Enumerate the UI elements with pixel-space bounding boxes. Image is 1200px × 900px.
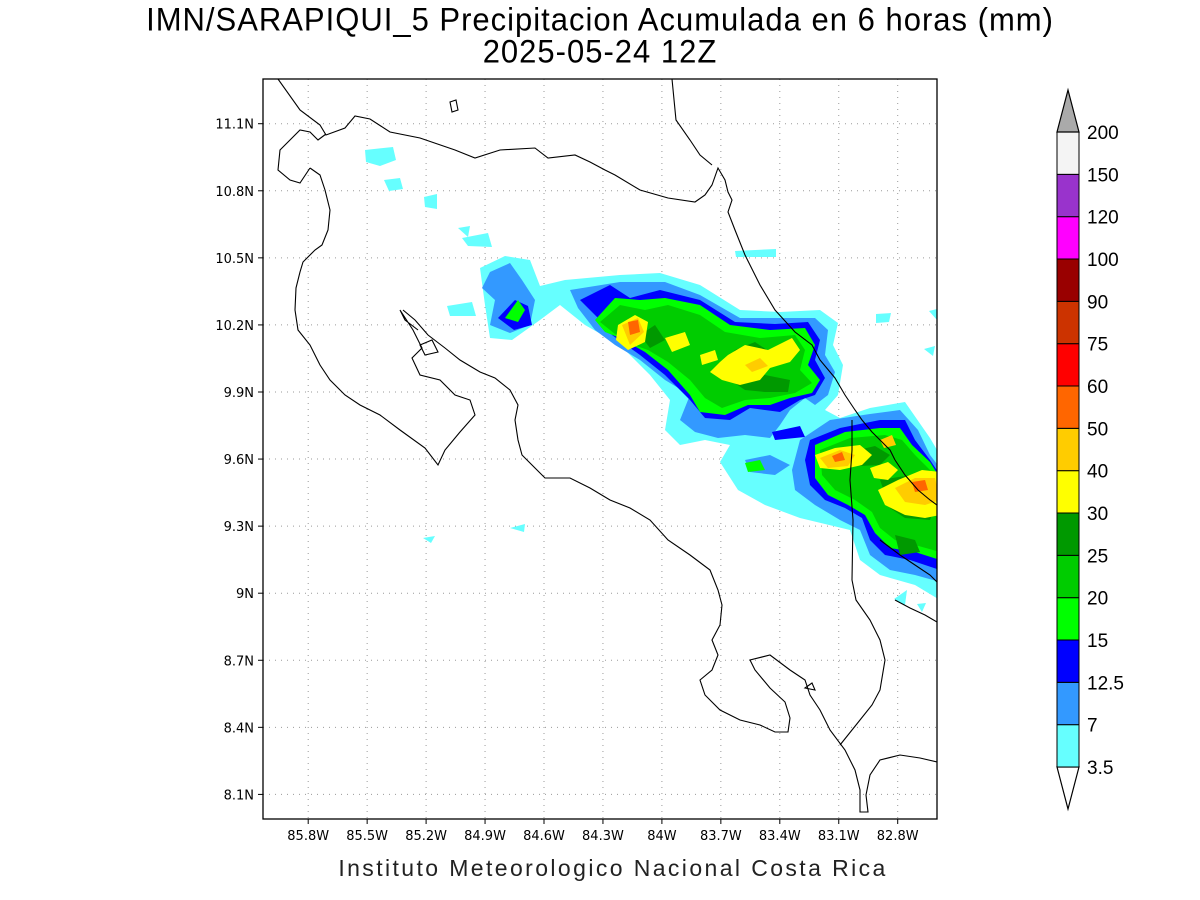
lon-tick-label: 83.7W bbox=[700, 829, 742, 844]
colorbar-label: 7 bbox=[1087, 716, 1098, 737]
colorbar-swatch bbox=[1056, 681, 1080, 726]
lon-tick-label: 85.5W bbox=[346, 829, 388, 844]
colorbar-label: 12.5 bbox=[1087, 673, 1124, 694]
lat-tick-label: 9.3N bbox=[224, 520, 254, 535]
colorbar-label: 20 bbox=[1087, 589, 1108, 610]
lon-tick-label: 84.6W bbox=[523, 829, 565, 844]
lon-tick-label: 82.8W bbox=[877, 829, 919, 844]
map-valid-time: 2025-05-24 12Z bbox=[482, 33, 718, 70]
colorbar-swatch bbox=[1056, 639, 1080, 683]
colorbar-label: 50 bbox=[1087, 419, 1108, 440]
coastlines-and-borders bbox=[277, 79, 937, 813]
lat-tick-label: 9.6N bbox=[224, 453, 254, 468]
colorbar-swatch bbox=[1056, 258, 1080, 302]
lon-tick-label: 84.3W bbox=[582, 829, 624, 844]
lat-tick-label: 9N bbox=[236, 587, 254, 602]
map-title: IMN/SARAPIQUI_5 Precipitacion Acumulada … bbox=[146, 1, 1054, 38]
colorbar-swatch bbox=[1056, 343, 1080, 387]
lat-tick-label: 8.4N bbox=[224, 721, 254, 736]
colorbar-swatch bbox=[1056, 470, 1080, 514]
colorbar-label: 100 bbox=[1087, 250, 1119, 271]
lat-tick-label: 11.1N bbox=[215, 118, 254, 133]
colorbar-under-triangle bbox=[1056, 766, 1080, 812]
axis-ticks: 11.1N 10.8N 10.5N 10.2N 9.9N 9.6N 9.3N 9N 8.7N 8.… bbox=[215, 118, 918, 844]
lat-tick-label: 9.9N bbox=[224, 386, 254, 401]
lat-tick-label: 10.5N bbox=[215, 252, 254, 267]
colorbar-swatch bbox=[1056, 724, 1080, 768]
colorbar-swatch bbox=[1056, 300, 1080, 345]
colorbar-swatch bbox=[1056, 512, 1080, 556]
colorbar-swatch bbox=[1056, 554, 1080, 599]
lat-tick-label: 10.2N bbox=[215, 319, 254, 334]
colorbar-label: 120 bbox=[1087, 208, 1119, 229]
colorbar-label: 90 bbox=[1087, 292, 1108, 313]
map-frame bbox=[262, 78, 938, 820]
lon-tick-label: 83.4W bbox=[759, 829, 801, 844]
colorbar-swatch bbox=[1056, 131, 1080, 175]
colorbar-label: 150 bbox=[1087, 165, 1119, 186]
colorbar-label: 75 bbox=[1087, 335, 1108, 356]
footer-credit: Instituto Meteorologico Nacional Costa R… bbox=[338, 855, 888, 881]
colorbar-swatch bbox=[1056, 173, 1080, 218]
colorbar-swatch bbox=[1056, 597, 1080, 641]
colorbar-swatch bbox=[1056, 385, 1080, 429]
colorbar-swatch bbox=[1056, 427, 1080, 472]
lon-tick-label: 85.8W bbox=[287, 829, 329, 844]
colorbar-label: 60 bbox=[1087, 377, 1108, 398]
colorbar-label: 200 bbox=[1087, 123, 1119, 144]
lon-tick-label: 83.1W bbox=[818, 829, 860, 844]
lon-tick-label: 84.9W bbox=[464, 829, 506, 844]
lat-tick-label: 8.7N bbox=[224, 654, 254, 669]
colorbar-label: 25 bbox=[1087, 546, 1108, 567]
colorbar-label: 40 bbox=[1087, 462, 1108, 483]
lon-tick-label: 84W bbox=[647, 829, 677, 844]
precipitation-field bbox=[365, 147, 937, 612]
lat-tick-label: 10.8N bbox=[215, 185, 254, 200]
lon-tick-label: 85.2W bbox=[405, 829, 447, 844]
colorbar-label: 15 bbox=[1087, 631, 1108, 652]
colorbar-swatch bbox=[1056, 216, 1080, 260]
precipitation-colorbar: 3.5 7 12.5 15 20 25 30 40 50 60 75 90 100 120 150 200 bbox=[1056, 87, 1124, 812]
colorbar-over-triangle bbox=[1056, 87, 1080, 133]
lat-tick-label: 8.1N bbox=[224, 788, 254, 803]
colorbar-label: 3.5 bbox=[1087, 758, 1113, 779]
colorbar-label: 30 bbox=[1087, 504, 1108, 525]
